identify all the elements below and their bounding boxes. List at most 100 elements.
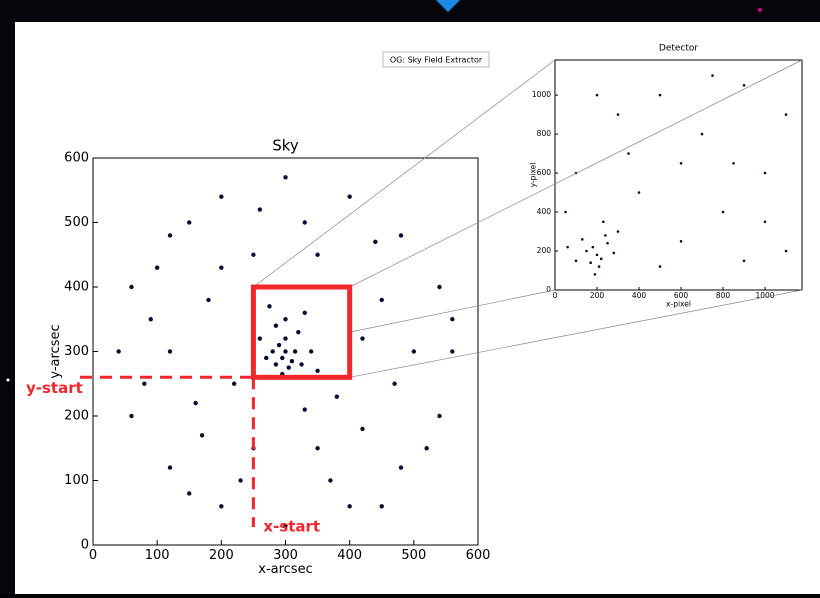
point	[437, 285, 441, 289]
point	[258, 207, 262, 211]
point	[437, 414, 441, 418]
point	[785, 250, 788, 253]
point	[617, 230, 620, 233]
point	[566, 246, 569, 249]
x-tick-label: 0	[89, 548, 97, 563]
point	[424, 446, 428, 450]
point	[206, 298, 210, 302]
point	[116, 349, 120, 353]
point	[589, 261, 592, 264]
point	[232, 382, 236, 386]
point	[598, 265, 601, 268]
point	[380, 298, 384, 302]
y-tick-label: 0	[81, 538, 89, 553]
point	[581, 238, 584, 241]
point	[168, 233, 172, 237]
point	[680, 240, 683, 243]
point	[283, 336, 287, 340]
point	[613, 252, 616, 255]
star	[758, 8, 762, 12]
x-tick-label: 300	[273, 548, 298, 563]
point	[602, 220, 605, 223]
x-tick-label: 400	[337, 548, 362, 563]
point	[277, 343, 281, 347]
point	[168, 465, 172, 469]
point	[283, 175, 287, 179]
point	[149, 317, 153, 321]
y-tick-label: 100	[64, 473, 89, 488]
tooltip-text: OG: Sky Field Extractor	[390, 56, 483, 65]
y-tick-label: 500	[64, 215, 89, 230]
y-tick-label: 0	[546, 285, 551, 294]
point	[659, 94, 662, 97]
point	[238, 478, 242, 482]
y-tick-label: 1000	[532, 90, 551, 99]
point	[274, 362, 278, 366]
x-tick-label: 200	[590, 291, 605, 300]
point	[299, 362, 303, 366]
point	[600, 258, 603, 261]
point	[303, 220, 307, 224]
point	[129, 285, 133, 289]
point	[219, 265, 223, 269]
point	[627, 152, 630, 155]
point	[274, 324, 278, 328]
point	[399, 465, 403, 469]
point	[280, 356, 284, 360]
point	[142, 382, 146, 386]
point	[335, 394, 339, 398]
point	[290, 359, 294, 363]
y-tick-label: 200	[537, 246, 552, 255]
point	[283, 317, 287, 321]
x-axis-label: x-arcsec	[258, 562, 312, 577]
y-tick-label: 300	[64, 344, 89, 359]
x-start-label: x-start	[263, 518, 320, 536]
x-tick-label: 800	[716, 291, 731, 300]
point	[575, 259, 578, 262]
point	[129, 414, 133, 418]
page: Sky0100200300400500600010020030040050060…	[0, 0, 820, 594]
point	[564, 211, 567, 214]
point	[258, 336, 262, 340]
point	[585, 250, 588, 253]
x-tick-label: 400	[632, 291, 647, 300]
point	[592, 246, 595, 249]
point	[251, 253, 255, 257]
slide: Sky0100200300400500600010020030040050060…	[0, 0, 820, 594]
point	[309, 349, 313, 353]
point	[315, 446, 319, 450]
point	[270, 349, 274, 353]
point	[380, 504, 384, 508]
x-axis-label: x-pixel	[666, 299, 691, 308]
point	[168, 349, 172, 353]
y-tick-label: 600	[537, 168, 552, 177]
point	[219, 195, 223, 199]
point	[187, 220, 191, 224]
point	[373, 240, 377, 244]
point	[303, 407, 307, 411]
point	[187, 491, 191, 495]
point	[267, 304, 271, 308]
point	[701, 133, 704, 136]
y-tick-label: 200	[64, 409, 89, 424]
point	[315, 253, 319, 257]
point	[193, 401, 197, 405]
point	[200, 433, 204, 437]
point	[659, 265, 662, 268]
point	[283, 349, 287, 353]
y-axis-label: y-arcsec	[48, 324, 63, 378]
point	[360, 427, 364, 431]
x-tick-label: 0	[553, 291, 558, 300]
y-tick-label: 800	[537, 129, 552, 138]
point	[743, 84, 746, 87]
point	[680, 162, 683, 165]
point	[764, 220, 767, 223]
point	[219, 504, 223, 508]
point	[732, 162, 735, 165]
point	[722, 211, 725, 214]
point	[392, 382, 396, 386]
y-tick-label: 400	[64, 280, 89, 295]
x-tick-label: 100	[145, 548, 170, 563]
point	[347, 195, 351, 199]
y-tick-label: 600	[64, 151, 89, 166]
